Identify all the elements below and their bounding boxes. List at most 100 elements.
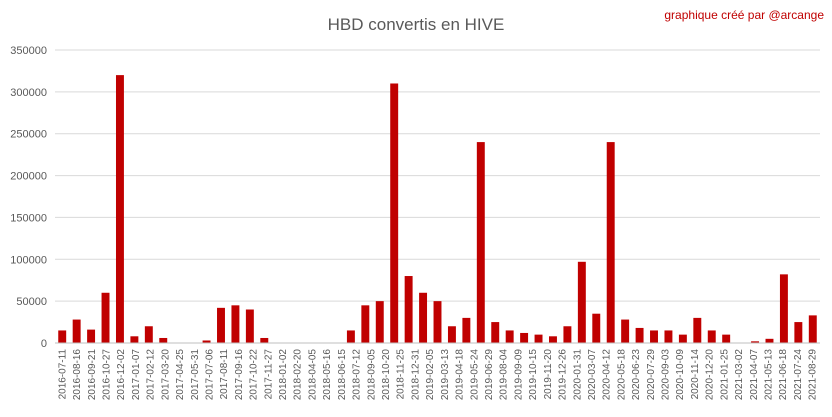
x-tick-label: 2020-01-31 — [572, 349, 583, 401]
x-tick-label: 2019-06-29 — [484, 349, 495, 401]
chart-credit: graphique créé par @arcange — [664, 8, 824, 22]
bar — [101, 292, 110, 343]
bar — [779, 274, 788, 343]
bar — [621, 319, 630, 343]
x-tick-label: 2018-06-15 — [337, 349, 348, 401]
bar — [115, 75, 124, 343]
x-tick-label: 2019-12-26 — [558, 349, 569, 401]
bar — [476, 142, 485, 343]
x-tick-label: 2021-03-02 — [734, 349, 745, 401]
bar — [419, 292, 428, 343]
bar — [260, 337, 269, 343]
bar — [549, 336, 557, 343]
y-tick-label: 250000 — [10, 129, 47, 141]
bar — [563, 326, 572, 343]
x-tick-label: 2021-04-07 — [749, 349, 760, 401]
x-tick-label: 2017-10-22 — [249, 349, 260, 401]
x-tick-label: 2016-12-02 — [116, 349, 127, 401]
bar — [534, 334, 543, 343]
bar — [707, 330, 716, 343]
bar — [202, 340, 211, 343]
x-tick-label: 2018-12-31 — [410, 349, 421, 401]
bar — [794, 322, 803, 343]
bar — [664, 330, 673, 343]
bar — [678, 334, 687, 343]
x-tick-label: 2017-07-06 — [204, 349, 215, 401]
bar — [159, 337, 168, 343]
bar — [765, 338, 774, 343]
y-tick-label: 200000 — [10, 171, 47, 183]
bar — [245, 309, 254, 343]
y-tick-label: 150000 — [10, 212, 47, 224]
y-tick-label: 50000 — [16, 296, 47, 308]
x-tick-label: 2020-09-03 — [661, 349, 672, 401]
bar — [130, 336, 139, 343]
grid — [55, 49, 820, 302]
y-tick-label: 350000 — [10, 45, 47, 57]
bars — [58, 75, 817, 343]
bar — [462, 317, 471, 343]
bar — [375, 301, 384, 343]
x-axis-ticks: 2016-07-11 2016-08-16 2016-09-21 2016-10-27… — [57, 349, 818, 401]
x-tick-label: 2017-09-16 — [234, 349, 245, 401]
x-tick-label: 2018-01-02 — [278, 349, 289, 401]
x-tick-label: 2020-10-09 — [675, 349, 686, 401]
x-tick-label: 2016-09-21 — [87, 349, 98, 401]
bar — [693, 317, 702, 343]
x-tick-label: 2020-11-14 — [690, 349, 701, 400]
x-tick-label: 2016-08-16 — [72, 349, 83, 401]
bar — [520, 332, 529, 343]
y-tick-label: 0 — [41, 338, 47, 350]
x-tick-label: 2017-08-11 — [219, 349, 230, 400]
bar — [808, 315, 817, 343]
bar — [346, 330, 355, 343]
bar — [722, 334, 731, 343]
x-tick-label: 2018-07-12 — [352, 349, 363, 401]
x-tick-label: 2018-11-25 — [396, 349, 407, 400]
x-tick-label: 2017-03-20 — [160, 349, 171, 401]
x-tick-label: 2018-02-20 — [293, 349, 304, 401]
bar — [447, 326, 456, 343]
bar — [144, 326, 153, 343]
x-tick-label: 2020-05-18 — [616, 349, 627, 401]
x-tick-label: 2021-08-29 — [808, 349, 819, 401]
chart-title: HBD convertis en HIVE — [328, 15, 505, 34]
y-tick-label: 300000 — [10, 87, 47, 99]
bar — [592, 313, 601, 343]
x-tick-label: 2017-01-07 — [131, 349, 142, 401]
x-tick-label: 2020-12-20 — [705, 349, 716, 401]
x-tick-label: 2021-05-13 — [764, 349, 775, 401]
x-tick-label: 2021-06-18 — [778, 349, 789, 401]
x-tick-label: 2016-10-27 — [101, 349, 112, 401]
bar — [72, 319, 81, 343]
x-tick-label: 2016-07-11 — [57, 349, 68, 400]
x-tick-label: 2019-08-04 — [499, 349, 510, 401]
bar — [231, 305, 240, 343]
x-tick-label: 2019-10-15 — [528, 349, 539, 401]
bar — [361, 305, 370, 343]
bar — [390, 83, 399, 343]
x-tick-label: 2018-05-16 — [322, 349, 333, 401]
bar — [650, 330, 658, 343]
x-tick-label: 2017-05-31 — [190, 349, 201, 401]
x-tick-label: 2019-09-09 — [513, 349, 524, 401]
bar — [505, 330, 514, 343]
bar — [635, 327, 644, 343]
x-tick-label: 2021-01-25 — [719, 349, 730, 401]
bar — [433, 301, 442, 343]
bar — [751, 341, 760, 343]
bar — [606, 142, 615, 343]
bar — [491, 322, 500, 343]
y-tick-label: 100000 — [10, 254, 47, 266]
bar — [87, 329, 96, 343]
x-tick-label: 2017-04-25 — [175, 349, 186, 401]
bar — [58, 330, 67, 343]
x-tick-label: 2020-03-07 — [587, 349, 598, 401]
x-tick-label: 2020-04-12 — [602, 349, 613, 401]
x-tick-label: 2018-09-05 — [366, 349, 377, 401]
bar — [577, 261, 586, 343]
y-axis-ticks: 0 50000 100000 150000 200000 250000 300000 3500… — [10, 45, 47, 350]
x-tick-label: 2019-03-13 — [440, 349, 451, 401]
